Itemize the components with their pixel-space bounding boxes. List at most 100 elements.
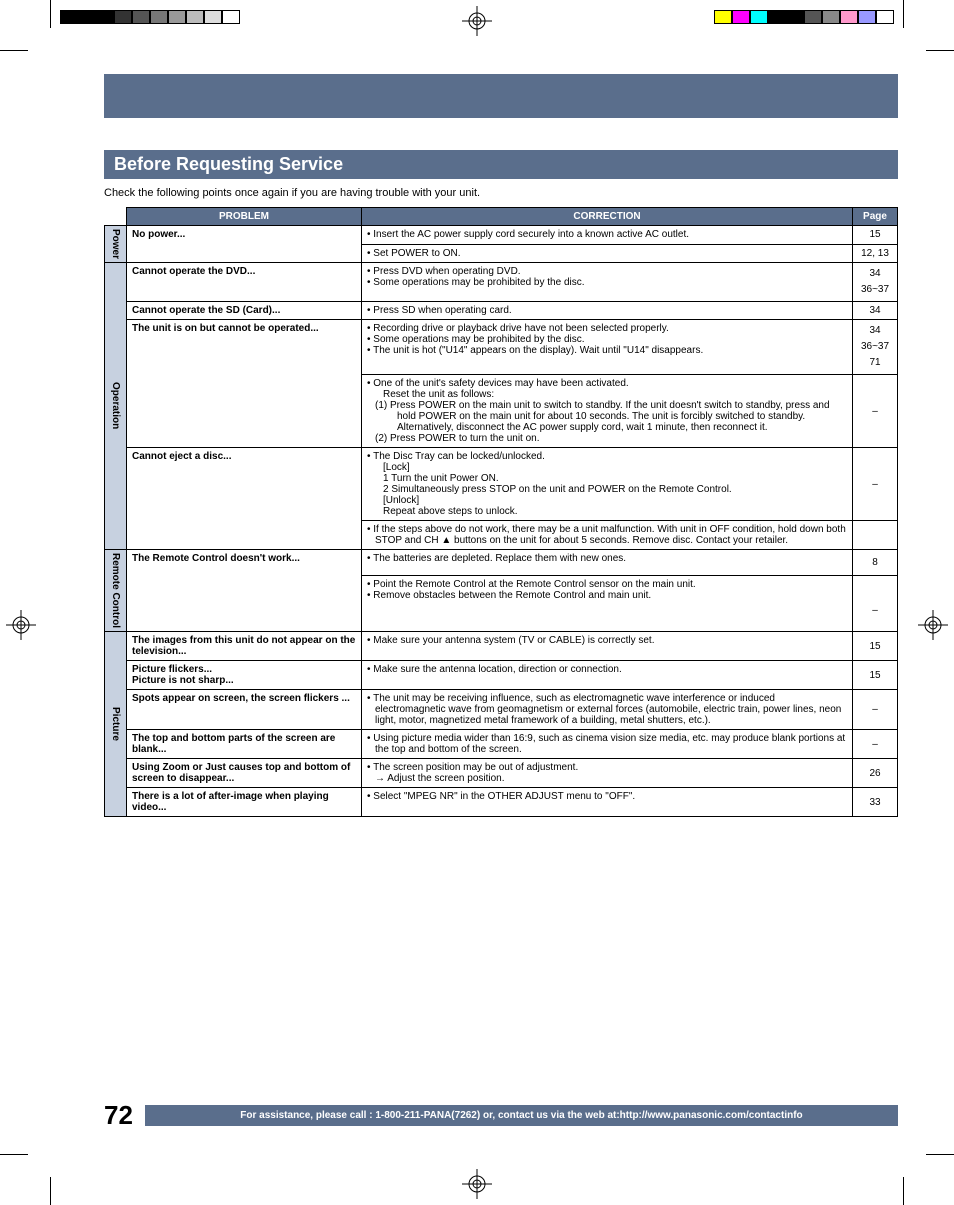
correction-item: Make sure your antenna system (TV or CAB… xyxy=(367,635,847,646)
crop-mark xyxy=(903,1177,904,1205)
correction-cell: The unit may be receiving influence, suc… xyxy=(362,690,853,730)
page-ref-cell: 33 xyxy=(853,788,898,817)
category-label: Remote Control xyxy=(105,550,127,632)
table-row: The unit is on but cannot be operated...… xyxy=(105,320,898,375)
registration-mark-icon xyxy=(462,6,492,36)
table-row: The top and bottom parts of the screen a… xyxy=(105,730,898,759)
page-content: Before Requesting Service Check the foll… xyxy=(56,56,898,1149)
crop-mark xyxy=(903,0,904,28)
correction-subline: [Lock] xyxy=(367,462,847,473)
color-swatch xyxy=(804,10,822,24)
correction-numbered: (1) Press POWER on the main unit to swit… xyxy=(367,400,847,433)
color-swatch xyxy=(78,10,96,24)
page-ref-cell: – xyxy=(853,575,898,631)
crop-mark xyxy=(0,1154,28,1155)
color-bar-strip xyxy=(60,10,240,24)
correction-item: One of the unit's safety devices may hav… xyxy=(367,378,847,389)
correction-item: Some operations may be prohibited by the… xyxy=(367,277,847,288)
correction-item: Recording drive or playback drive have n… xyxy=(367,323,847,334)
table-row: PictureThe images from this unit do not … xyxy=(105,632,898,661)
crop-mark xyxy=(50,0,51,28)
correction-cell: The batteries are depleted. Replace them… xyxy=(362,550,853,576)
correction-item: → Adjust the screen position. xyxy=(367,773,847,784)
correction-cell: The Disc Tray can be locked/unlocked.[Lo… xyxy=(362,448,853,521)
page-ref-cell: – xyxy=(853,690,898,730)
table-row: Spots appear on screen, the screen flick… xyxy=(105,690,898,730)
page-ref-cell: 15 xyxy=(853,632,898,661)
problem-cell: Cannot operate the DVD... xyxy=(127,263,362,302)
correction-cell: Insert the AC power supply cord securely… xyxy=(362,226,853,245)
correction-item: The screen position may be out of adjust… xyxy=(367,762,847,773)
header-page: Page xyxy=(853,208,898,226)
color-swatch xyxy=(840,10,858,24)
color-swatch xyxy=(750,10,768,24)
correction-subline: 1 Turn the unit Power ON. xyxy=(367,473,847,484)
color-swatch xyxy=(768,10,786,24)
correction-cell: If the steps above do not work, there ma… xyxy=(362,521,853,550)
color-swatch xyxy=(96,10,114,24)
page-ref-cell: 8 xyxy=(853,550,898,576)
color-swatch xyxy=(858,10,876,24)
crop-mark xyxy=(926,50,954,51)
table-row: Picture flickers... Picture is not sharp… xyxy=(105,661,898,690)
table-body: PowerNo power...Insert the AC power supp… xyxy=(105,226,898,817)
color-swatch xyxy=(150,10,168,24)
color-swatch xyxy=(786,10,804,24)
correction-cell: Using picture media wider than 16:9, suc… xyxy=(362,730,853,759)
table-row: Cannot eject a disc...The Disc Tray can … xyxy=(105,448,898,521)
page-ref-cell: 34 xyxy=(853,302,898,320)
color-swatch xyxy=(822,10,840,24)
assistance-banner: For assistance, please call : 1-800-211-… xyxy=(145,1105,898,1126)
problem-cell: The Remote Control doesn't work... xyxy=(127,550,362,632)
correction-cell: Press DVD when operating DVD.Some operat… xyxy=(362,263,853,302)
correction-subline: [Unlock] xyxy=(367,495,847,506)
footer-bar: 72 For assistance, please call : 1-800-2… xyxy=(104,1100,898,1131)
color-swatch xyxy=(876,10,894,24)
correction-item: Some operations may be prohibited by the… xyxy=(367,334,847,345)
correction-cell: Select "MPEG NR" in the OTHER ADJUST men… xyxy=(362,788,853,817)
header-spacer xyxy=(105,208,127,226)
color-swatch xyxy=(60,10,78,24)
header-problem: PROBLEM xyxy=(127,208,362,226)
problem-cell: There is a lot of after-image when playi… xyxy=(127,788,362,817)
page-ref-cell: 15 xyxy=(853,226,898,245)
correction-item: Set POWER to ON. xyxy=(367,248,847,259)
problem-cell: The unit is on but cannot be operated... xyxy=(127,320,362,448)
correction-item: Remove obstacles between the Remote Cont… xyxy=(367,590,847,601)
problem-cell: The top and bottom parts of the screen a… xyxy=(127,730,362,759)
problem-cell: Spots appear on screen, the screen flick… xyxy=(127,690,362,730)
correction-item: The Disc Tray can be locked/unlocked. xyxy=(367,451,847,462)
section-title: Before Requesting Service xyxy=(104,150,898,179)
correction-item: The unit is hot ("U14" appears on the di… xyxy=(367,345,847,356)
problem-cell: Picture flickers... Picture is not sharp… xyxy=(127,661,362,690)
color-swatch xyxy=(132,10,150,24)
correction-cell: Set POWER to ON. xyxy=(362,244,853,263)
page-ref-cell: 3436~37 xyxy=(853,263,898,302)
correction-subline: 2 Simultaneously press STOP on the unit … xyxy=(367,484,847,495)
correction-cell: Point the Remote Control at the Remote C… xyxy=(362,575,853,631)
page-ref-cell: 12, 13 xyxy=(853,244,898,263)
page-ref-cell: – xyxy=(853,730,898,759)
correction-item: Point the Remote Control at the Remote C… xyxy=(367,579,847,590)
color-swatch xyxy=(168,10,186,24)
page-number: 72 xyxy=(104,1100,133,1131)
correction-item: The unit may be receiving influence, suc… xyxy=(367,693,847,726)
registration-mark-icon xyxy=(462,1169,492,1199)
correction-subline: Reset the unit as follows: xyxy=(367,389,847,400)
table-row: Remote ControlThe Remote Control doesn't… xyxy=(105,550,898,576)
color-swatch xyxy=(732,10,750,24)
intro-text: Check the following points once again if… xyxy=(104,187,898,199)
crop-mark xyxy=(926,1154,954,1155)
correction-cell: Recording drive or playback drive have n… xyxy=(362,320,853,375)
correction-item: If the steps above do not work, there ma… xyxy=(367,524,847,546)
header-correction: CORRECTION xyxy=(362,208,853,226)
correction-cell: Press SD when operating card. xyxy=(362,302,853,320)
table-row: Using Zoom or Just causes top and bottom… xyxy=(105,759,898,788)
table-row: There is a lot of after-image when playi… xyxy=(105,788,898,817)
category-label: Picture xyxy=(105,632,127,817)
color-bar-strip xyxy=(714,10,894,24)
table-row: Cannot operate the SD (Card)...Press SD … xyxy=(105,302,898,320)
crop-mark xyxy=(50,1177,51,1205)
correction-subline: Repeat above steps to unlock. xyxy=(367,506,847,517)
category-label: Power xyxy=(105,226,127,263)
